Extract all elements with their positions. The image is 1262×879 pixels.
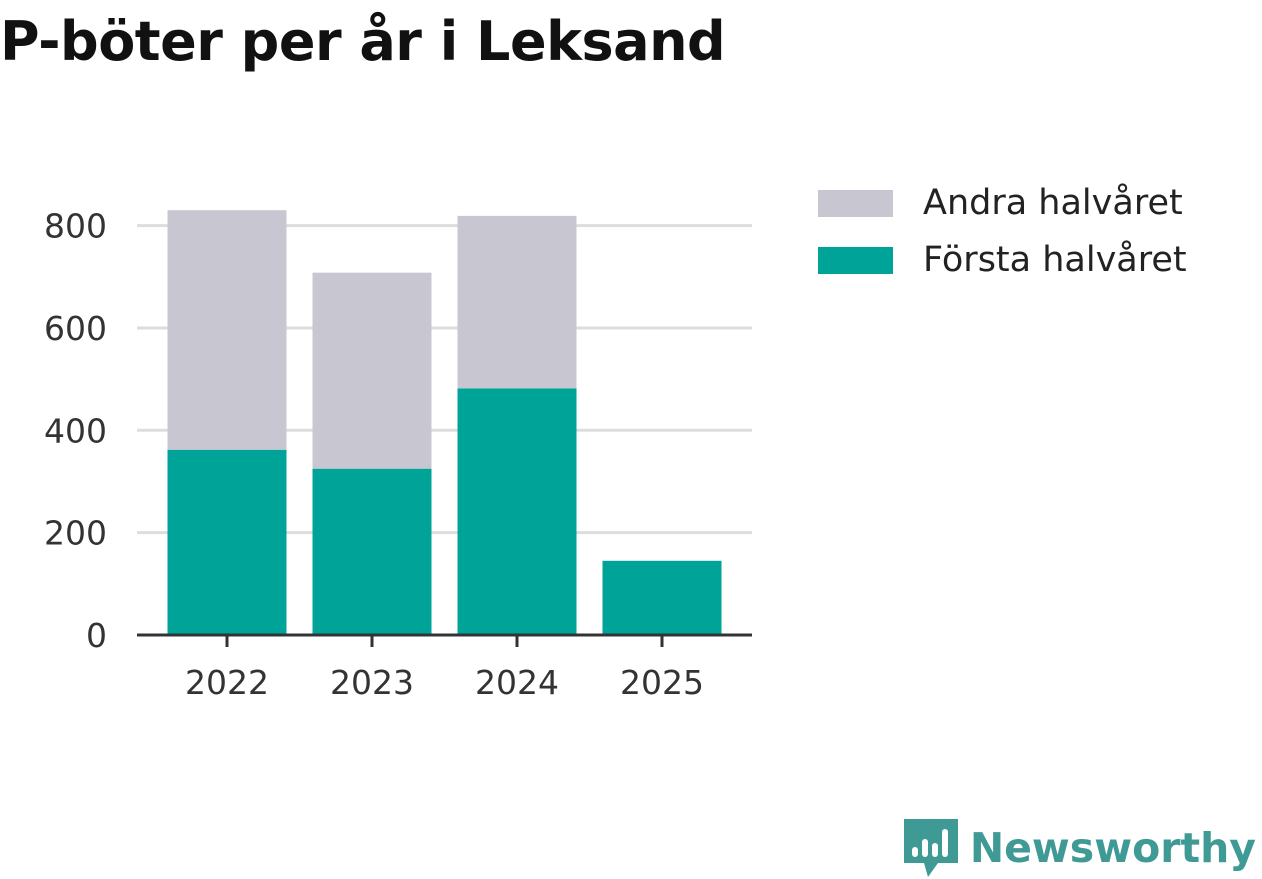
y-tick-label-800: 800 — [44, 207, 107, 246]
bar-andra-2022 — [167, 210, 287, 450]
legend-label-andra: Andra halvåret — [923, 183, 1183, 223]
brand-logo: Newsworthy — [903, 819, 1256, 877]
chart-title: P-böter per år i Leksand — [0, 10, 726, 73]
bar-andra-2024 — [457, 215, 577, 389]
bars — [167, 210, 722, 635]
y-tick-label-400: 400 — [44, 411, 107, 450]
bar-forsta-2024 — [457, 388, 577, 635]
bar-forsta-2022 — [167, 449, 287, 635]
bar-forsta-2025 — [602, 560, 722, 635]
x-tick-label-2023: 2023 — [330, 663, 414, 702]
legend-swatch-andra — [818, 189, 893, 217]
x-tick-label-2022: 2022 — [185, 663, 269, 702]
y-tick-label-200: 200 — [44, 514, 107, 553]
legend-item-andra: Andra halvåret — [818, 183, 1187, 223]
bar-chart-speech-bubble-icon — [903, 819, 958, 877]
x-tick-label-2024: 2024 — [475, 663, 559, 702]
bar-andra-2023 — [312, 272, 432, 469]
legend-swatch-forsta — [818, 246, 893, 274]
axes: 0 200 400 600 800 2022 2023 2024 2025 — [44, 207, 752, 702]
legend-item-forsta: Första halvåret — [818, 240, 1187, 280]
brand-name: Newsworthy — [969, 824, 1256, 872]
y-tick-label-600: 600 — [44, 309, 107, 348]
legend: Andra halvåret Första halvåret — [818, 183, 1187, 298]
legend-label-forsta: Första halvåret — [923, 240, 1187, 280]
bar-forsta-2023 — [312, 468, 432, 635]
y-tick-label-0: 0 — [86, 616, 107, 655]
x-tick-label-2025: 2025 — [620, 663, 704, 702]
